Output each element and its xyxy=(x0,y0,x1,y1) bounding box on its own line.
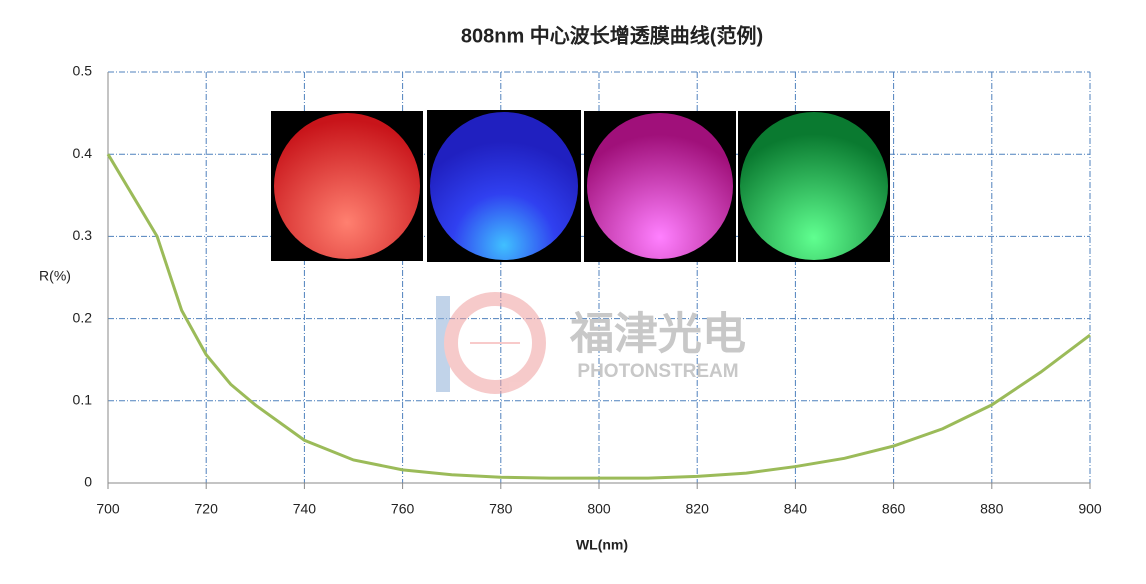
watermark-name: 福津光电 xyxy=(569,310,746,359)
y-tick-label: 0 xyxy=(84,474,92,490)
y-tick-label: 0.2 xyxy=(73,309,93,325)
y-tick-label: 0.5 xyxy=(73,63,93,79)
x-tick-label: 820 xyxy=(686,501,710,517)
y-tick-label: 0.1 xyxy=(73,392,93,408)
x-tick-label: 860 xyxy=(882,501,906,517)
chart-title: 808nm 中心波长增透膜曲线(范例) xyxy=(461,23,763,47)
photos xyxy=(271,110,890,262)
x-tick-label: 760 xyxy=(391,501,415,517)
x-tick-label: 740 xyxy=(293,501,317,517)
y-tick-label: 0.4 xyxy=(73,145,93,161)
y-tick-label: 0.3 xyxy=(73,227,93,243)
x-axis-label: WL(nm) xyxy=(576,537,628,553)
x-tick-label: 700 xyxy=(96,501,120,517)
watermark-logo xyxy=(436,292,546,394)
x-tick-label: 780 xyxy=(489,501,513,517)
x-tick-label: 880 xyxy=(980,501,1004,517)
watermark-brand: PHOTONSTREAM xyxy=(577,361,738,382)
x-tick-label: 900 xyxy=(1078,501,1102,517)
y-axis-label: R(%) xyxy=(39,268,71,284)
x-tick-label: 800 xyxy=(587,501,611,517)
x-tick-label: 720 xyxy=(195,501,219,517)
x-tick-label: 840 xyxy=(784,501,808,517)
data-line xyxy=(106,153,1091,480)
